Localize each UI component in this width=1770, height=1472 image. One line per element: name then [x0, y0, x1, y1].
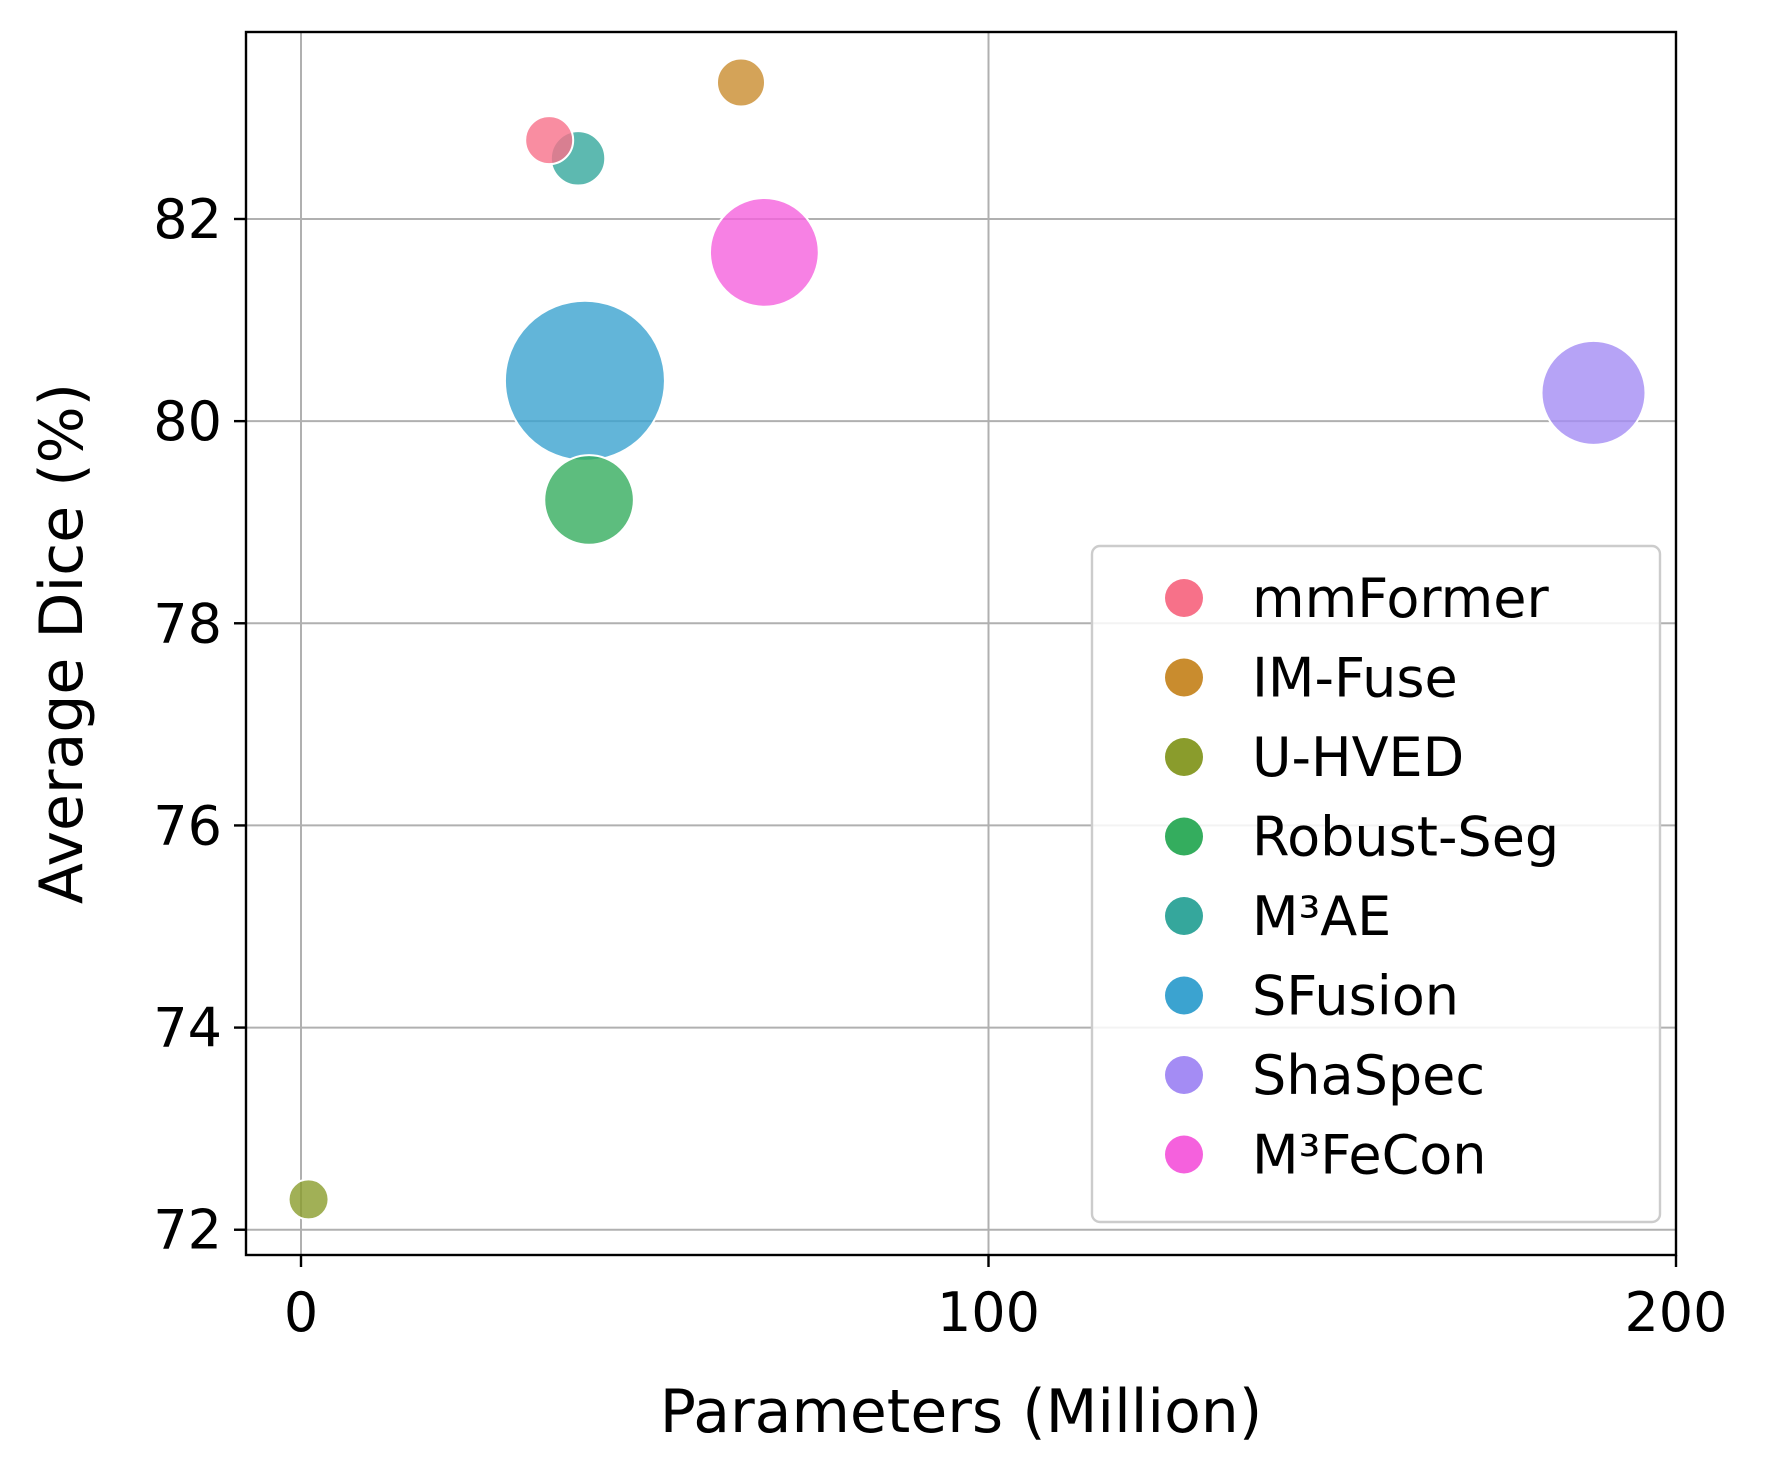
data-point: [287, 1178, 330, 1221]
plot-frame: [244, 30, 1678, 1257]
legend-marker: [1165, 817, 1203, 856]
legend-label: ShaSpec: [1252, 1044, 1485, 1107]
y-tick-label: 74: [153, 997, 222, 1060]
x-tick-label: 200: [1624, 1281, 1727, 1344]
legend-label: M³AE: [1252, 885, 1391, 948]
x-tick-label: 100: [937, 1281, 1040, 1344]
y-tick-label: 82: [153, 188, 222, 251]
legend-marker: [1165, 738, 1203, 776]
legend-marker: [1165, 897, 1203, 935]
data-point: [716, 57, 766, 108]
y-tick-label: 78: [153, 592, 222, 655]
data-point: [503, 299, 666, 462]
y-axis-label: Average Dice (%): [27, 383, 97, 904]
data-points: [287, 57, 1647, 1221]
legend: mmFormer IM-Fuse U-HVED Robust-Seg M³AE SFusi…: [1090, 544, 1662, 1224]
legend-marker: [1165, 1135, 1203, 1174]
data-point: [543, 454, 635, 546]
legend-marker: [1165, 1056, 1203, 1094]
legend-label: M³FeCon: [1252, 1124, 1487, 1187]
legend-label: U-HVED: [1252, 726, 1464, 789]
legend-box: [1090, 544, 1662, 1224]
legend-label: Robust-Seg: [1252, 806, 1559, 869]
legend-label: mmFormer: [1252, 567, 1549, 630]
legend-label: SFusion: [1252, 965, 1459, 1028]
data-point: [524, 115, 575, 166]
legend-marker: [1165, 579, 1203, 617]
legend-label: IM-Fuse: [1252, 647, 1458, 710]
y-tick-label: 76: [153, 794, 222, 857]
data-point: [708, 196, 820, 308]
legend-marker: [1165, 976, 1203, 1015]
x-tick-label: 0: [284, 1281, 318, 1344]
y-tick-label: 72: [153, 1199, 222, 1262]
axis-ticks: 0 100 200 72 74 76 78 80 82: [153, 188, 1727, 1344]
data-point: [1540, 339, 1647, 446]
legend-marker: [1165, 658, 1203, 697]
x-axis-label: Parameters (Million): [660, 1377, 1263, 1447]
y-tick-label: 80: [153, 390, 222, 453]
